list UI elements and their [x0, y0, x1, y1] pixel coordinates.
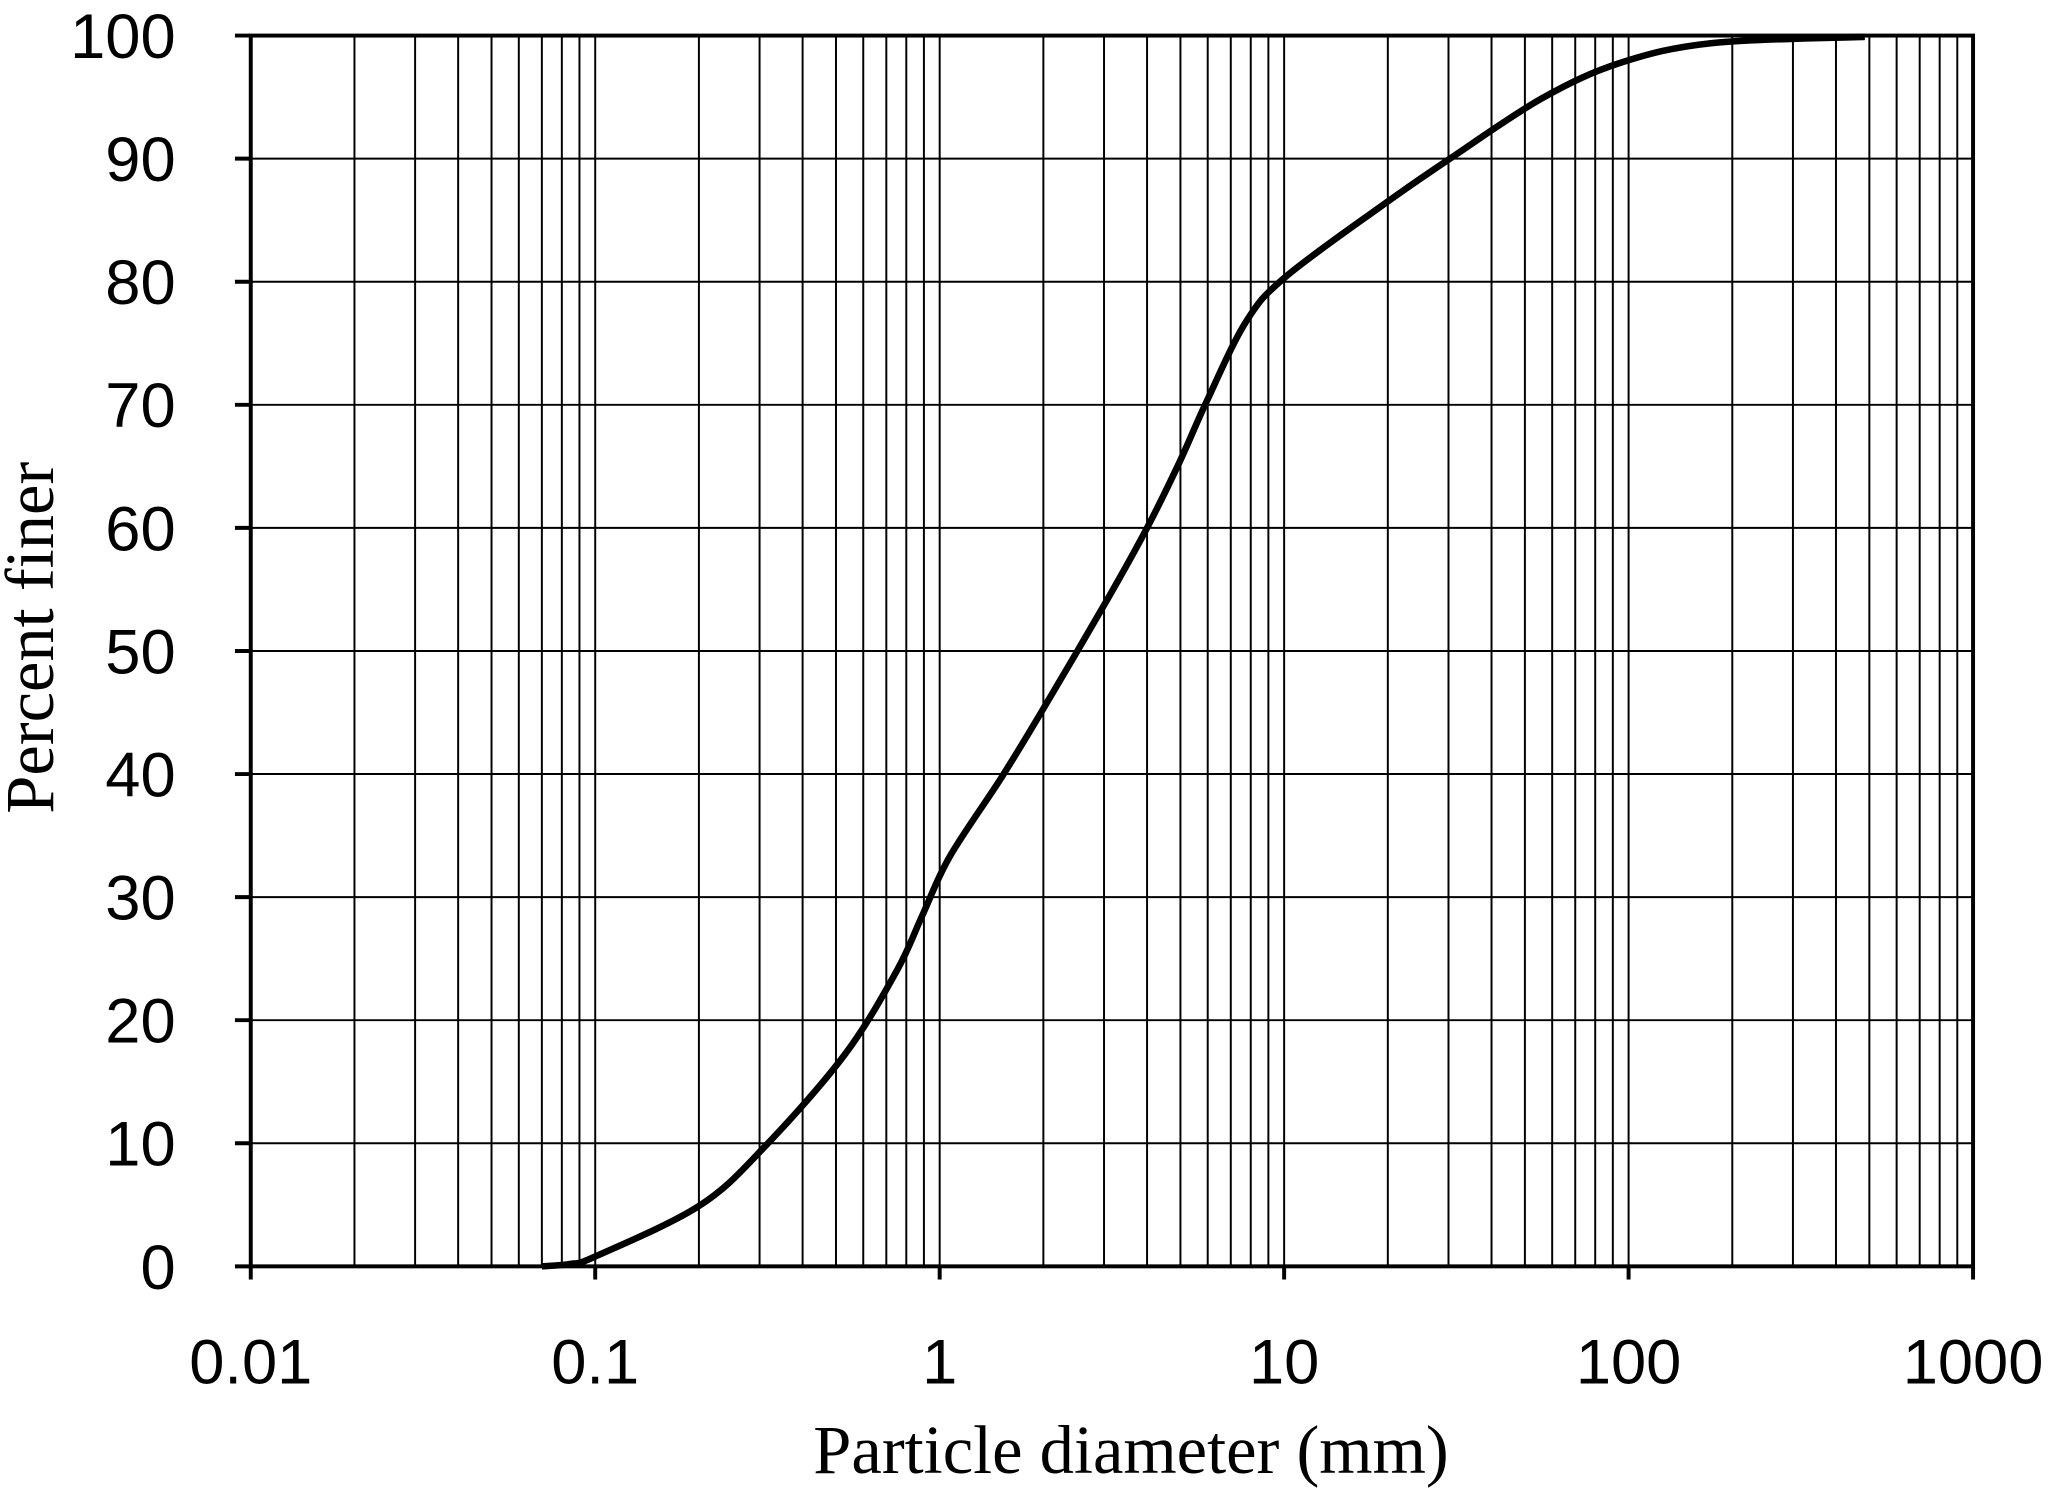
y-axis-title: Percent finer — [0, 462, 68, 814]
x-tick-label: 1000 — [1903, 1328, 2044, 1398]
y-tick-label: 40 — [105, 740, 175, 810]
y-tick-label: 90 — [105, 125, 175, 195]
y-tick-label: 30 — [105, 864, 175, 934]
x-axis-title: Particle diameter (mm) — [813, 1412, 1448, 1488]
x-tick-labels: 0.01 0.1 1 10 100 1000 — [189, 1328, 2043, 1398]
x-tick-label: 0.01 — [189, 1328, 312, 1398]
y-tick-labels: 0 10 20 30 40 50 60 70 80 90 100 — [70, 2, 176, 1303]
x-tick-label: 0.1 — [551, 1328, 639, 1398]
y-tick-label: 100 — [70, 2, 176, 72]
x-tick-label: 10 — [1249, 1328, 1319, 1398]
series-line-grading-curve — [541, 33, 1865, 1270]
y-tick-label: 60 — [105, 494, 175, 564]
y-tick-label: 0 — [140, 1233, 175, 1303]
y-tick-label: 50 — [105, 617, 175, 687]
y-tick-label: 70 — [105, 371, 175, 441]
y-tick-label: 80 — [105, 248, 175, 318]
grid — [250, 34, 1974, 1268]
y-tick-label: 10 — [105, 1110, 175, 1180]
ticks — [234, 33, 1976, 1280]
x-tick-label: 1 — [922, 1328, 957, 1398]
y-tick-label: 20 — [105, 987, 175, 1057]
x-tick-label: 100 — [1576, 1328, 1682, 1398]
